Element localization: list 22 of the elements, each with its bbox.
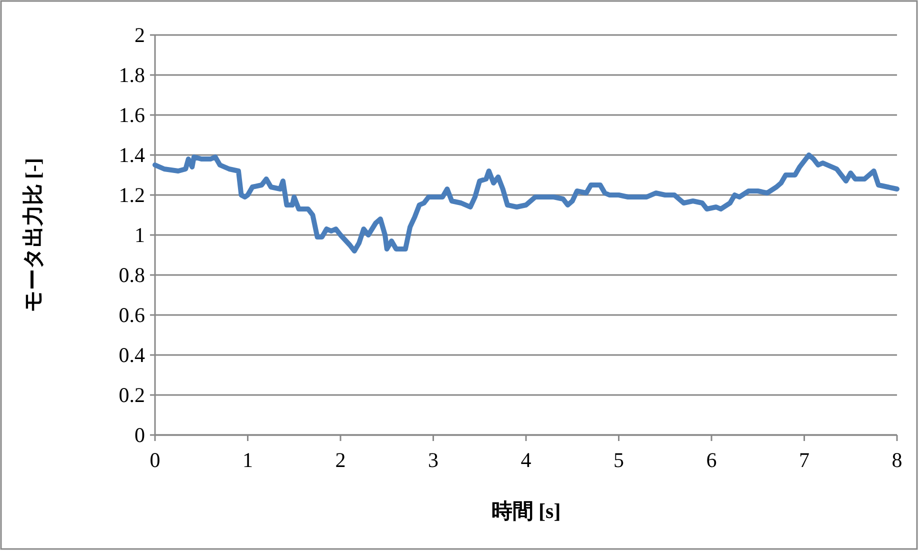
y-tick-label: 1.6 (118, 103, 145, 127)
x-axis-title: 時間 [s] (491, 499, 561, 523)
y-tick-label: 0.2 (118, 383, 145, 407)
y-axis-title: モータ出力比 [-] (21, 158, 45, 312)
y-tick-label: 2 (134, 23, 145, 47)
x-tick-label: 4 (520, 448, 532, 472)
y-tick-label: 0 (134, 423, 145, 447)
x-tick-label: 7 (799, 448, 810, 472)
x-tick-label: 8 (892, 448, 902, 472)
y-tick-label: 1.8 (118, 63, 145, 87)
y-tick-label: 0.8 (118, 263, 145, 287)
y-tick-label: 1 (134, 223, 145, 247)
x-tick-label: 3 (428, 448, 438, 472)
x-tick-label: 2 (335, 448, 346, 472)
x-tick-label: 5 (614, 448, 624, 472)
y-tick-label: 1.2 (118, 183, 145, 207)
y-tick-label: 0.4 (118, 343, 146, 367)
y-tick-label: 1.4 (118, 143, 146, 167)
y-tick-label: 0.6 (118, 303, 145, 327)
x-tick-label: 0 (150, 448, 160, 472)
x-tick-label: 6 (706, 448, 717, 472)
x-tick-label: 1 (242, 448, 253, 472)
